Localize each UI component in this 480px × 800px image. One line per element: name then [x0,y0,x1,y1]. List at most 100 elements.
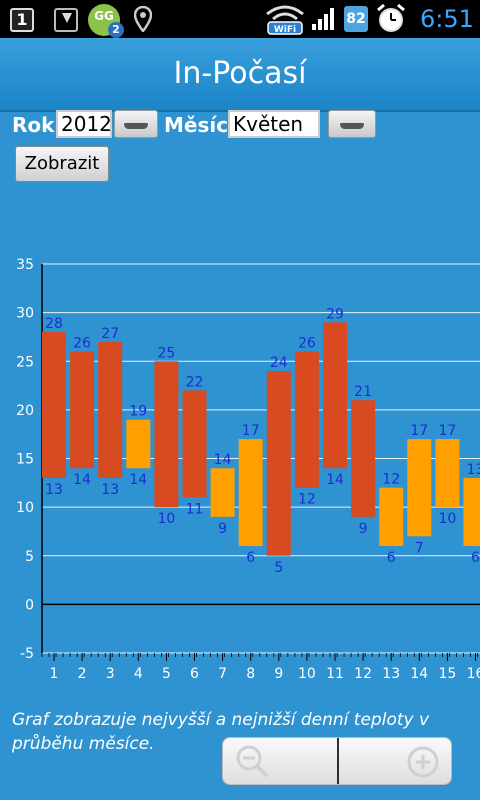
max-value-label: 17 [242,423,260,439]
notification-icon: 1 [10,8,34,32]
min-value-label: 6 [471,550,480,566]
range-bar [379,487,404,547]
year-dropdown-button[interactable] [114,110,158,138]
y-tick-label: 20 [16,403,34,419]
title-bar: In-Počasí [0,38,480,112]
max-value-label: 29 [326,306,344,322]
range-bar [98,341,123,478]
max-value-label: 21 [354,384,372,400]
min-value-label: 6 [387,550,396,566]
range-bar [351,400,376,517]
y-tick-label: 35 [16,257,34,273]
range-bar [266,370,291,556]
signal-strength-icon [312,8,334,30]
min-value-label: 9 [359,521,368,537]
min-value-label: 9 [218,521,227,537]
show-button[interactable]: Zobrazit [15,146,109,182]
status-bar: 1 GG 2 WiFi 82 6:51 [0,0,480,38]
x-tick-label: 3 [106,666,115,682]
page-title: In-Počasí [173,56,307,91]
max-value-label: 13 [467,462,480,478]
x-tick-label: 7 [218,666,227,682]
gg-app-icon: GG 2 [88,4,124,38]
range-bar [294,351,319,488]
range-bar [154,361,179,508]
x-tick-label: 13 [382,666,400,682]
y-tick-label: 25 [16,354,34,370]
min-value-label: 14 [129,472,147,488]
max-value-label: 12 [382,472,400,488]
min-value-label: 10 [157,511,175,527]
gg-badge: 2 [108,22,124,38]
range-bar [42,332,66,478]
year-label: Rok: [12,113,63,137]
min-value-label: 7 [415,540,424,556]
x-tick-label: 15 [438,666,456,682]
max-value-label: 22 [186,374,204,390]
month-select[interactable]: Květen [228,110,320,138]
y-tick-label: 0 [25,597,34,613]
max-value-label: 24 [270,355,288,371]
range-bar [70,351,95,469]
x-tick-label: 16 [467,666,480,682]
range-bar [323,322,347,469]
max-value-label: 17 [438,423,456,439]
max-value-label: 26 [73,336,91,352]
range-bar [463,477,480,547]
svg-text:WiFi: WiFi [274,25,296,35]
min-value-label: 13 [101,482,119,498]
x-tick-label: 4 [134,666,143,682]
max-value-label: 25 [157,345,175,361]
x-tick-label: 6 [190,666,199,682]
min-value-label: 10 [438,511,456,527]
year-select[interactable]: 2012 [56,110,112,138]
x-tick-label: 8 [246,666,255,682]
x-tick-label: 1 [50,666,59,682]
y-tick-label: 15 [16,452,34,468]
x-tick-label: 5 [162,666,171,682]
min-value-label: 5 [274,560,283,576]
range-bar [210,468,235,517]
alarm-clock-icon [377,4,405,32]
x-tick-label: 14 [410,666,428,682]
max-value-label: 19 [129,404,147,420]
gg-label: GG [94,9,114,23]
min-value-label: 14 [326,472,344,488]
status-time: 6:51 [420,5,474,33]
battery-icon: 82 [344,6,368,32]
y-tick-label: 10 [16,500,34,516]
range-bar [238,439,263,547]
x-tick-label: 12 [354,666,372,682]
zoom-divider [337,738,339,784]
x-tick-label: 9 [274,666,283,682]
zoom-controls [222,737,452,785]
max-value-label: 27 [101,326,119,342]
wifi-icon: WiFi [266,5,304,35]
month-dropdown-button[interactable] [328,110,376,138]
range-bar [182,390,207,498]
y-tick-label: -5 [20,646,34,662]
zoom-out-icon[interactable] [233,744,273,780]
range-bar [126,419,151,469]
min-value-label: 14 [73,472,91,488]
x-tick-label: 10 [298,666,316,682]
range-bar [407,439,432,537]
download-icon [54,8,78,32]
zoom-in-icon[interactable] [405,744,441,780]
max-value-label: 26 [298,336,316,352]
max-value-label: 14 [214,452,232,468]
max-value-label: 28 [45,316,63,332]
min-value-label: 12 [298,492,316,508]
range-bar [435,439,460,508]
location-pin-icon [134,6,152,32]
x-tick-label: 2 [78,666,87,682]
min-value-label: 11 [186,501,204,517]
min-value-label: 6 [246,550,255,566]
y-tick-label: 5 [25,549,34,565]
y-tick-label: 30 [16,306,34,322]
chart-description: Graf zobrazuje nejvyšší a nejnižší denní… [12,710,430,754]
min-value-label: 13 [45,482,63,498]
month-label: Měsíc: [164,113,237,137]
max-value-label: 17 [410,423,428,439]
